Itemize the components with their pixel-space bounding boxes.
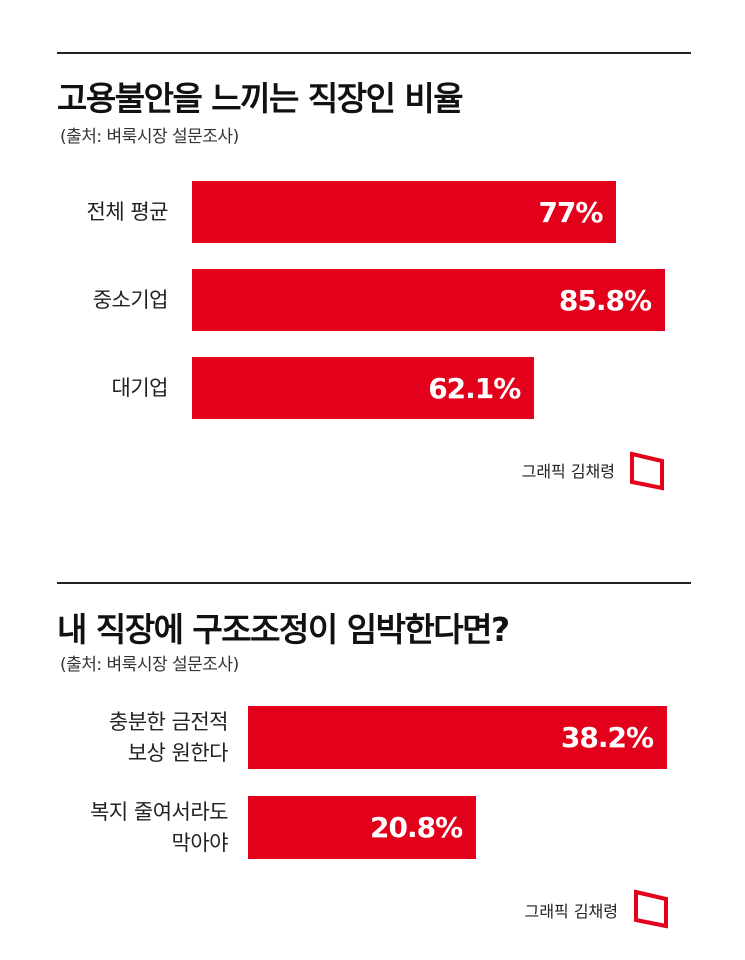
chart-subtitle: (출처: 벼룩시장 설문조사) — [60, 655, 239, 675]
bar: 85.8% — [192, 269, 665, 331]
chart-title: 고용불안을 느끼는 직장인 비율 — [57, 79, 464, 118]
logo — [634, 889, 668, 929]
bar: 62.1% — [192, 357, 535, 419]
category-label: 중소기업 — [92, 287, 169, 312]
value-label: 85.8% — [558, 283, 652, 317]
credit: 그래픽 김채령 — [524, 902, 618, 921]
value-label: 77% — [538, 195, 603, 229]
category-label: 전체 평균 — [86, 199, 169, 224]
bar: 38.2% — [248, 706, 667, 769]
logo-shape — [634, 889, 668, 929]
value-label: 62.1% — [428, 371, 521, 405]
logo — [630, 451, 664, 491]
credit: 그래픽 김채령 — [521, 462, 615, 481]
divider — [57, 52, 691, 54]
bar: 77% — [192, 181, 617, 243]
category-label: 충분한 금전적 보상 원한다 — [108, 710, 229, 765]
bar: 20.8% — [248, 796, 477, 859]
logo-shape — [630, 451, 664, 491]
value-label: 20.8% — [370, 811, 463, 844]
divider — [57, 582, 691, 584]
category-label: 대기업 — [111, 375, 169, 400]
chart-subtitle: (출처: 벼룩시장 설문조사) — [60, 127, 239, 147]
category-label: 복지 줄여서라도 막아야 — [90, 800, 228, 855]
value-label: 38.2% — [560, 721, 654, 754]
chart-title: 내 직장에 구조조정이 임박한다면? — [57, 610, 510, 649]
